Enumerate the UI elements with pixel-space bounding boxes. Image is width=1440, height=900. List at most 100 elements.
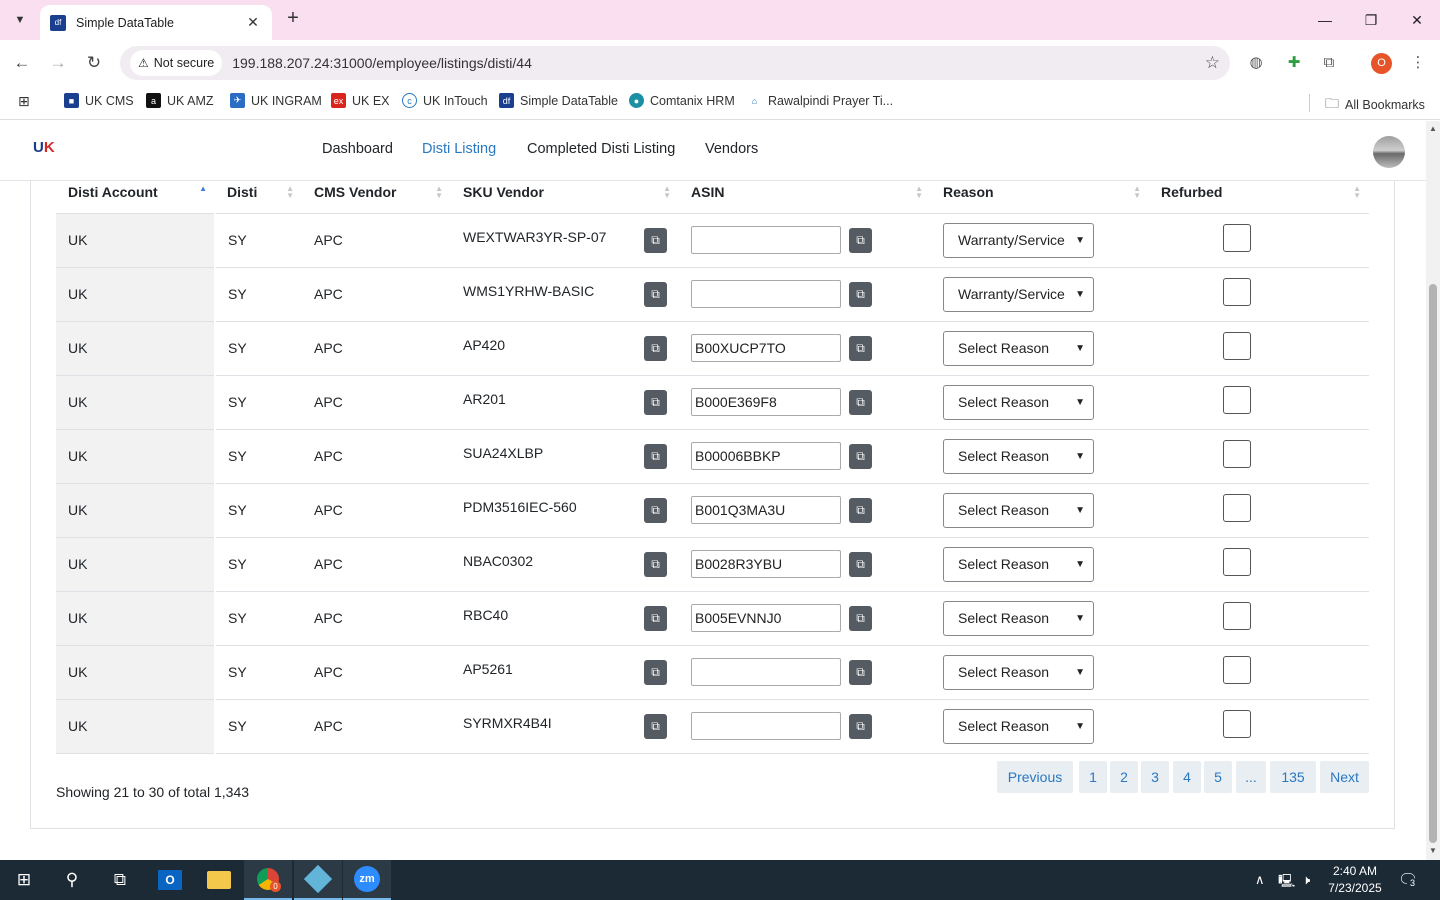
- asin-input[interactable]: [691, 712, 841, 740]
- nav-dashboard[interactable]: Dashboard: [322, 141, 393, 157]
- reason-select[interactable]: Select Reason ▼: [943, 546, 1094, 582]
- extension-plus-icon[interactable]: ✚: [1287, 54, 1301, 71]
- refurbed-checkbox[interactable]: [1223, 386, 1251, 414]
- windows-start-icon[interactable]: ⊞: [16, 870, 32, 889]
- refurbed-checkbox[interactable]: [1223, 710, 1251, 738]
- bookmark-comtanix-hrm[interactable]: ● Comtanix HRM: [629, 93, 735, 108]
- copy-sku-button[interactable]: ⧉: [644, 389, 667, 415]
- taskbar-clock[interactable]: 2:40 AM 7/23/2025: [1320, 863, 1390, 897]
- bookmark-uk-cms[interactable]: ■ UK CMS: [64, 93, 134, 108]
- bookmark-uk-ingram[interactable]: ✈ UK INGRAM: [230, 93, 322, 108]
- reason-select[interactable]: Select Reason ▼: [943, 600, 1094, 636]
- copy-asin-button[interactable]: ⧉: [849, 551, 872, 577]
- reason-select[interactable]: Warranty/Service ▼: [943, 222, 1094, 258]
- reason-select[interactable]: Select Reason ▼: [943, 330, 1094, 366]
- refurbed-checkbox[interactable]: [1223, 440, 1251, 468]
- refurbed-checkbox[interactable]: [1223, 494, 1251, 522]
- profile-avatar[interactable]: O: [1371, 53, 1392, 74]
- copy-sku-button[interactable]: ⧉: [644, 551, 667, 577]
- outlook-icon[interactable]: O: [146, 860, 194, 900]
- reason-select[interactable]: Select Reason ▼: [943, 492, 1094, 528]
- security-chip[interactable]: ⚠ Not secure: [130, 50, 223, 76]
- extensions-puzzle-icon[interactable]: ⧉: [1323, 54, 1335, 71]
- site-logo[interactable]: UK: [33, 139, 55, 156]
- pagination-page[interactable]: 1: [1079, 761, 1107, 793]
- nav-disti-listing[interactable]: Disti Listing: [422, 141, 497, 157]
- copy-sku-button[interactable]: ⧉: [644, 443, 667, 469]
- asin-input[interactable]: [691, 388, 841, 416]
- copy-sku-button[interactable]: ⧉: [644, 227, 667, 253]
- asin-input[interactable]: [691, 334, 841, 362]
- minimize-icon[interactable]: —: [1318, 12, 1332, 28]
- reason-select[interactable]: Warranty/Service ▼: [943, 276, 1094, 312]
- browser-tab[interactable]: df Simple DataTable ✕: [40, 5, 272, 40]
- asin-input[interactable]: [691, 226, 841, 254]
- refurbed-checkbox[interactable]: [1223, 656, 1251, 684]
- restore-icon[interactable]: ❐: [1364, 12, 1378, 28]
- refurbed-checkbox[interactable]: [1223, 602, 1251, 630]
- volume-muted-icon[interactable]: 🕨: [1302, 872, 1311, 887]
- bookmark-rawalpindi-prayer[interactable]: ⌂ Rawalpindi Prayer Ti...: [747, 93, 893, 108]
- copy-asin-button[interactable]: ⧉: [849, 227, 872, 253]
- nav-completed-disti-listing[interactable]: Completed Disti Listing: [527, 141, 676, 157]
- nav-vendors[interactable]: Vendors: [705, 141, 759, 157]
- notification-icon[interactable]: 🗨3: [1398, 870, 1418, 890]
- bookmark-simple-datatable[interactable]: df Simple DataTable: [499, 93, 618, 108]
- pagination-page[interactable]: 135: [1270, 761, 1316, 793]
- search-icon[interactable]: ⚲: [65, 870, 79, 889]
- reason-select[interactable]: Select Reason ▼: [943, 654, 1094, 690]
- bookmark-uk-intouch[interactable]: c UK InTouch: [402, 93, 488, 108]
- copy-asin-button[interactable]: ⧉: [849, 659, 872, 685]
- bookmark-uk-ex[interactable]: ex UK EX: [331, 93, 390, 108]
- copy-asin-button[interactable]: ⧉: [849, 443, 872, 469]
- refurbed-checkbox[interactable]: [1223, 548, 1251, 576]
- reason-select[interactable]: Select Reason ▼: [943, 384, 1094, 420]
- task-view-icon[interactable]: ⧉: [113, 870, 127, 889]
- translate-icon[interactable]: ◍: [1249, 54, 1263, 71]
- apps-grid-icon[interactable]: ⊞: [18, 93, 30, 109]
- pagination-next[interactable]: Next: [1320, 761, 1369, 793]
- scroll-up-icon[interactable]: ▲: [1429, 124, 1437, 133]
- pagination-page[interactable]: 4: [1173, 761, 1201, 793]
- address-bar[interactable]: ⚠ Not secure 199.188.207.24:31000/employ…: [120, 46, 1230, 80]
- pagination-previous[interactable]: Previous: [997, 761, 1073, 793]
- network-icon[interactable]: 🖳: [1278, 873, 1296, 888]
- bookmark-star-icon[interactable]: ☆: [1204, 53, 1220, 72]
- copy-sku-button[interactable]: ⧉: [644, 659, 667, 685]
- scrollbar-thumb[interactable]: [1429, 284, 1437, 843]
- asin-input[interactable]: [691, 604, 841, 632]
- tab-search-button[interactable]: ▼: [6, 8, 34, 32]
- tray-expand-icon[interactable]: ∧: [1255, 872, 1265, 887]
- reason-select[interactable]: Select Reason ▼: [943, 438, 1094, 474]
- asin-input[interactable]: [691, 442, 841, 470]
- asin-input[interactable]: [691, 658, 841, 686]
- refurbed-checkbox[interactable]: [1223, 332, 1251, 360]
- copy-sku-button[interactable]: ⧉: [644, 281, 667, 307]
- pagination-page[interactable]: 2: [1110, 761, 1138, 793]
- scroll-down-icon[interactable]: ▼: [1429, 846, 1437, 855]
- url-text[interactable]: 199.188.207.24:31000/employee/listings/d…: [232, 55, 532, 71]
- user-avatar[interactable]: [1373, 136, 1405, 168]
- asin-input[interactable]: [691, 550, 841, 578]
- asin-input[interactable]: [691, 496, 841, 524]
- copy-sku-button[interactable]: ⧉: [644, 497, 667, 523]
- more-menu-icon[interactable]: ⋮: [1410, 54, 1426, 71]
- copy-sku-button[interactable]: ⧉: [644, 335, 667, 361]
- copy-asin-button[interactable]: ⧉: [849, 497, 872, 523]
- refurbed-checkbox[interactable]: [1223, 224, 1251, 252]
- pagination-page[interactable]: 5: [1204, 761, 1232, 793]
- remote-desktop-icon[interactable]: [294, 860, 342, 900]
- copy-asin-button[interactable]: ⧉: [849, 713, 872, 739]
- back-icon[interactable]: ←: [13, 53, 31, 72]
- window-close-icon[interactable]: ✕: [1411, 12, 1423, 28]
- forward-icon[interactable]: →: [49, 53, 67, 72]
- copy-sku-button[interactable]: ⧉: [644, 713, 667, 739]
- close-icon[interactable]: ✕: [247, 14, 259, 30]
- chrome-icon[interactable]: 0: [244, 860, 292, 900]
- copy-asin-button[interactable]: ⧉: [849, 335, 872, 361]
- bookmark-uk-amz[interactable]: a UK AMZ: [146, 93, 214, 108]
- page-scrollbar[interactable]: ▲ ▼: [1426, 121, 1440, 860]
- copy-asin-button[interactable]: ⧉: [849, 281, 872, 307]
- copy-sku-button[interactable]: ⧉: [644, 605, 667, 631]
- file-explorer-icon[interactable]: [195, 860, 243, 900]
